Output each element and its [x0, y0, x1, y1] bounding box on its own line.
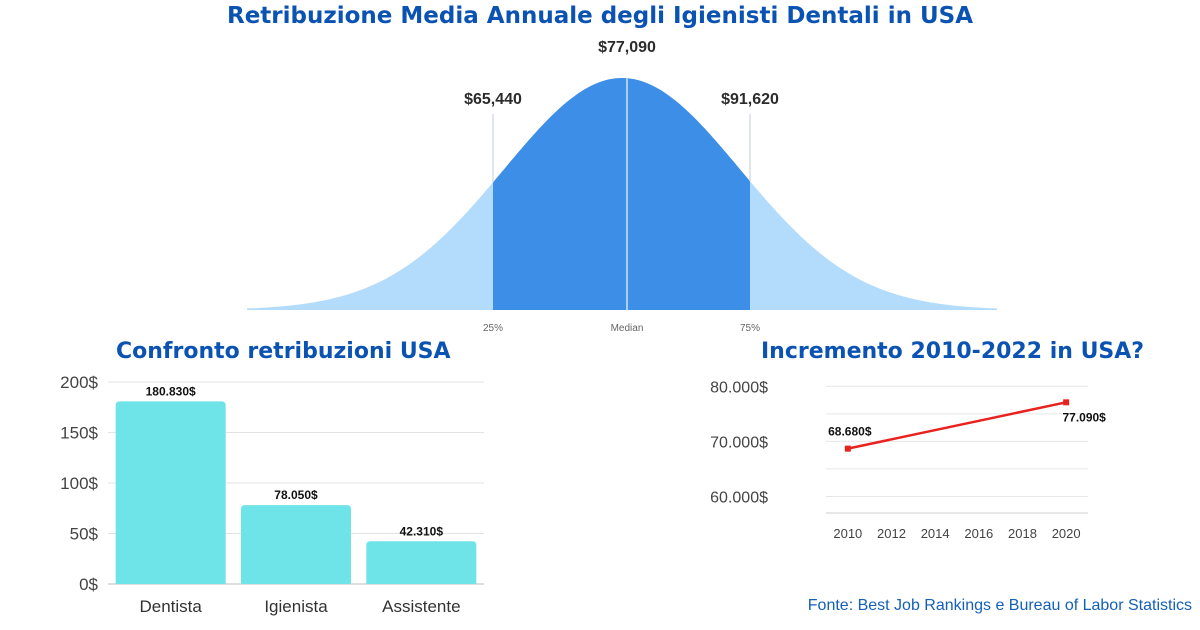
main-chart-title: Retribuzione Media Annuale degli Igienis…	[226, 3, 974, 29]
percentile-tick-label: 75%	[740, 323, 760, 334]
bar-igienista	[241, 505, 351, 584]
line-x-tick-label: 2020	[1052, 526, 1081, 541]
line-x-tick-label: 2018	[1008, 526, 1037, 541]
source-note: Fonte: Best Job Rankings e Bureau of Lab…	[807, 597, 1192, 614]
percentile-value-label: $77,090	[598, 39, 656, 56]
bar-value-label: 42.310$	[400, 524, 444, 538]
bar-assistente	[366, 541, 477, 584]
line-x-tick-label: 2012	[877, 526, 906, 541]
line-x-tick-label: 2014	[921, 526, 950, 541]
bar-category-label: Igienista	[264, 597, 328, 616]
line-x-tick-label: 2016	[964, 526, 993, 541]
line-series	[847, 401, 1067, 450]
bar-y-tick-label: 50$	[70, 525, 99, 544]
bar-value-label: 78.050$	[274, 488, 318, 502]
bar-chart-title: Confronto retribuzioni USA	[116, 339, 451, 364]
percentile-tick-label: Median	[611, 323, 644, 334]
bar-category-label: Assistente	[382, 597, 460, 616]
bar-y-tick-label: 200$	[60, 373, 98, 392]
bar-category-label: Dentista	[139, 597, 202, 616]
line-x-tick-label: 2010	[833, 526, 862, 541]
bar-dentista	[115, 401, 226, 584]
bar-y-tick-label: 0$	[79, 575, 98, 594]
bar-value-label: 180.830$	[146, 384, 196, 398]
distribution-curve-iqr	[493, 78, 750, 310]
line-value-label: 68.680$	[828, 425, 872, 439]
line-y-tick-label: 80.000$	[710, 379, 768, 396]
line-point	[844, 445, 851, 452]
bar-y-tick-label: 150$	[60, 424, 98, 443]
line-y-tick-label: 70.000$	[710, 434, 768, 451]
bar-y-tick-label: 100$	[60, 474, 98, 493]
line-value-label: 77.090$	[1062, 410, 1106, 424]
percentile-value-label: $65,440	[464, 91, 522, 108]
line-point	[1063, 399, 1070, 406]
line-y-tick-label: 60.000$	[710, 489, 768, 506]
line-chart-title: Incremento 2010-2022 in USA?	[761, 339, 1145, 364]
percentile-tick-label: 25%	[483, 323, 503, 334]
percentile-value-label: $91,620	[721, 91, 779, 108]
